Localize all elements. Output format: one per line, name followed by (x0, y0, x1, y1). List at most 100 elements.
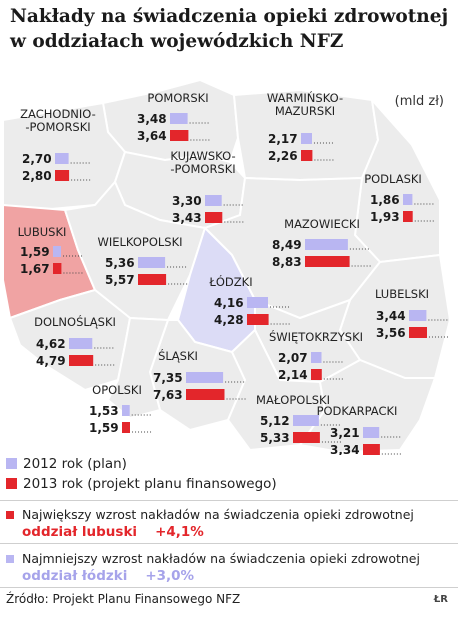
value-label: 8,83 (272, 255, 302, 269)
bar-2013 (55, 170, 70, 181)
bar-2012 (69, 338, 93, 349)
note-max-growth: Największy wzrost nakładów na świadczeni… (6, 507, 414, 540)
note-min-value: +3,0% (145, 568, 195, 584)
value-label: 3,21 (330, 426, 360, 440)
legend-label-2012: 2012 rok (plan) (23, 456, 127, 472)
bar-2012 (403, 194, 413, 205)
bar-2012 (138, 257, 166, 268)
legend-2012: 2012 rok (plan) (6, 456, 127, 472)
bar-2013 (311, 369, 322, 380)
value-label: 4,62 (36, 337, 66, 351)
region-name: MAZOWIECKI (284, 217, 360, 231)
chart-title: Nakłady na świadczenia opieki zdrowotnej… (10, 6, 449, 52)
unit-label: (mld zł) (394, 94, 444, 109)
value-label: 2,14 (278, 368, 308, 382)
bar-2012 (122, 405, 130, 416)
bar-2012 (205, 195, 222, 206)
region-name: ŚLĄSKI (158, 348, 198, 363)
bar-2012 (363, 427, 380, 438)
separator-line (0, 543, 458, 544)
bar-2013 (69, 355, 94, 366)
bar-2013 (247, 314, 269, 325)
bar-2012 (301, 133, 312, 144)
region-name: WARMIŃSKO-MAZURSKI (267, 90, 343, 118)
value-label: 1,59 (89, 421, 119, 435)
poland-map-chart: POMORSKI 3,48 3,64 WARMIŃSKO-MAZURSKI 2,17 2,… (1, 78, 452, 455)
value-label: 3,56 (376, 326, 406, 340)
region-name: ŁÓDZKI (208, 274, 252, 289)
bar-2012 (409, 310, 427, 321)
value-label: 2,07 (278, 351, 308, 365)
value-label: 3,43 (172, 211, 202, 225)
region-name: KUJAWSKO--POMORSKI (170, 149, 235, 176)
map-regions (1, 78, 452, 454)
bar-2013 (301, 150, 313, 161)
region-name: PODLASKI (364, 172, 422, 186)
bar-2013 (138, 274, 167, 285)
map-labels: POMORSKI 3,48 3,64 WARMIŃSKO-MAZURSKI 2,17 2,… (18, 90, 449, 455)
note-min-text: Najmniejszy wzrost nakładów na świadczen… (22, 551, 420, 566)
legend-2013: 2013 rok (projekt planu finansowego) (6, 476, 277, 492)
bar-2013 (403, 211, 413, 222)
note-min-region: oddział łódzki (22, 568, 128, 584)
bar-2013 (170, 130, 189, 141)
bar-2013 (205, 212, 223, 223)
region-podkarpackie (298, 358, 437, 454)
region-name: WIELKOPOLSKI (97, 235, 182, 249)
value-label: 3,34 (330, 443, 360, 455)
value-label: 1,93 (370, 210, 400, 224)
bar-2013 (409, 327, 427, 338)
value-label: 3,48 (137, 112, 167, 126)
region-name: LUBELSKI (375, 287, 429, 301)
value-label: 7,35 (153, 371, 183, 385)
legend-swatch-2013 (6, 478, 17, 489)
bar-2012 (55, 153, 69, 164)
value-label: 8,49 (272, 238, 302, 252)
author-credit: ŁR (433, 594, 448, 605)
region-name: OPOLSKI (92, 383, 142, 397)
note-max-region: oddział lubuski (22, 524, 138, 540)
bar-2012 (53, 246, 61, 257)
bar-2012 (305, 239, 348, 250)
bar-2012 (170, 113, 188, 124)
value-label: 4,79 (36, 354, 66, 368)
value-label: 2,80 (22, 169, 52, 183)
value-label: 1,59 (20, 245, 50, 259)
value-label: 4,28 (214, 313, 244, 327)
value-label: 5,36 (105, 256, 135, 270)
bar-2012 (186, 372, 224, 383)
region-name: PODKARPACKI (317, 404, 398, 418)
source-note: Źródło: Projekt Planu Finansowego NFZ (6, 592, 241, 606)
legend-swatch-2012 (6, 458, 17, 469)
note-min-marker (6, 555, 14, 563)
bar-2012 (311, 352, 322, 363)
bar-2012 (293, 415, 319, 426)
note-max-text: Największy wzrost nakładów na świadczeni… (22, 507, 414, 522)
bar-2013 (293, 432, 320, 443)
value-label: 1,67 (20, 262, 50, 276)
value-label: 3,30 (172, 194, 202, 208)
value-label: 1,86 (370, 193, 400, 207)
bar-2013 (53, 263, 62, 274)
region-name: POMORSKI (147, 91, 208, 105)
bar-2012 (247, 297, 268, 308)
value-label: 5,33 (260, 431, 290, 445)
value-label: 2,17 (268, 132, 298, 146)
note-max-marker (6, 511, 14, 519)
value-label: 1,53 (89, 404, 119, 418)
region-opolskie (106, 316, 170, 420)
value-label: 7,63 (153, 388, 183, 402)
region-name: ZACHODNIO--POMORSKI (20, 107, 96, 134)
region-name: MAŁOPOLSKI (256, 393, 330, 407)
bar-2013 (363, 444, 380, 455)
value-label: 2,26 (268, 149, 298, 163)
legend-label-2013: 2013 rok (projekt planu finansowego) (23, 476, 277, 492)
value-label: 4,16 (214, 296, 244, 310)
separator-line (0, 587, 458, 588)
note-max-value: +4,1% (155, 524, 204, 540)
region-name: DOLNOŚLĄSKI (34, 314, 116, 329)
region-name: ŚWIĘTOKRZYSKI (269, 329, 363, 344)
value-label: 2,70 (22, 152, 52, 166)
value-label: 5,12 (260, 414, 290, 428)
separator-line (0, 500, 458, 501)
